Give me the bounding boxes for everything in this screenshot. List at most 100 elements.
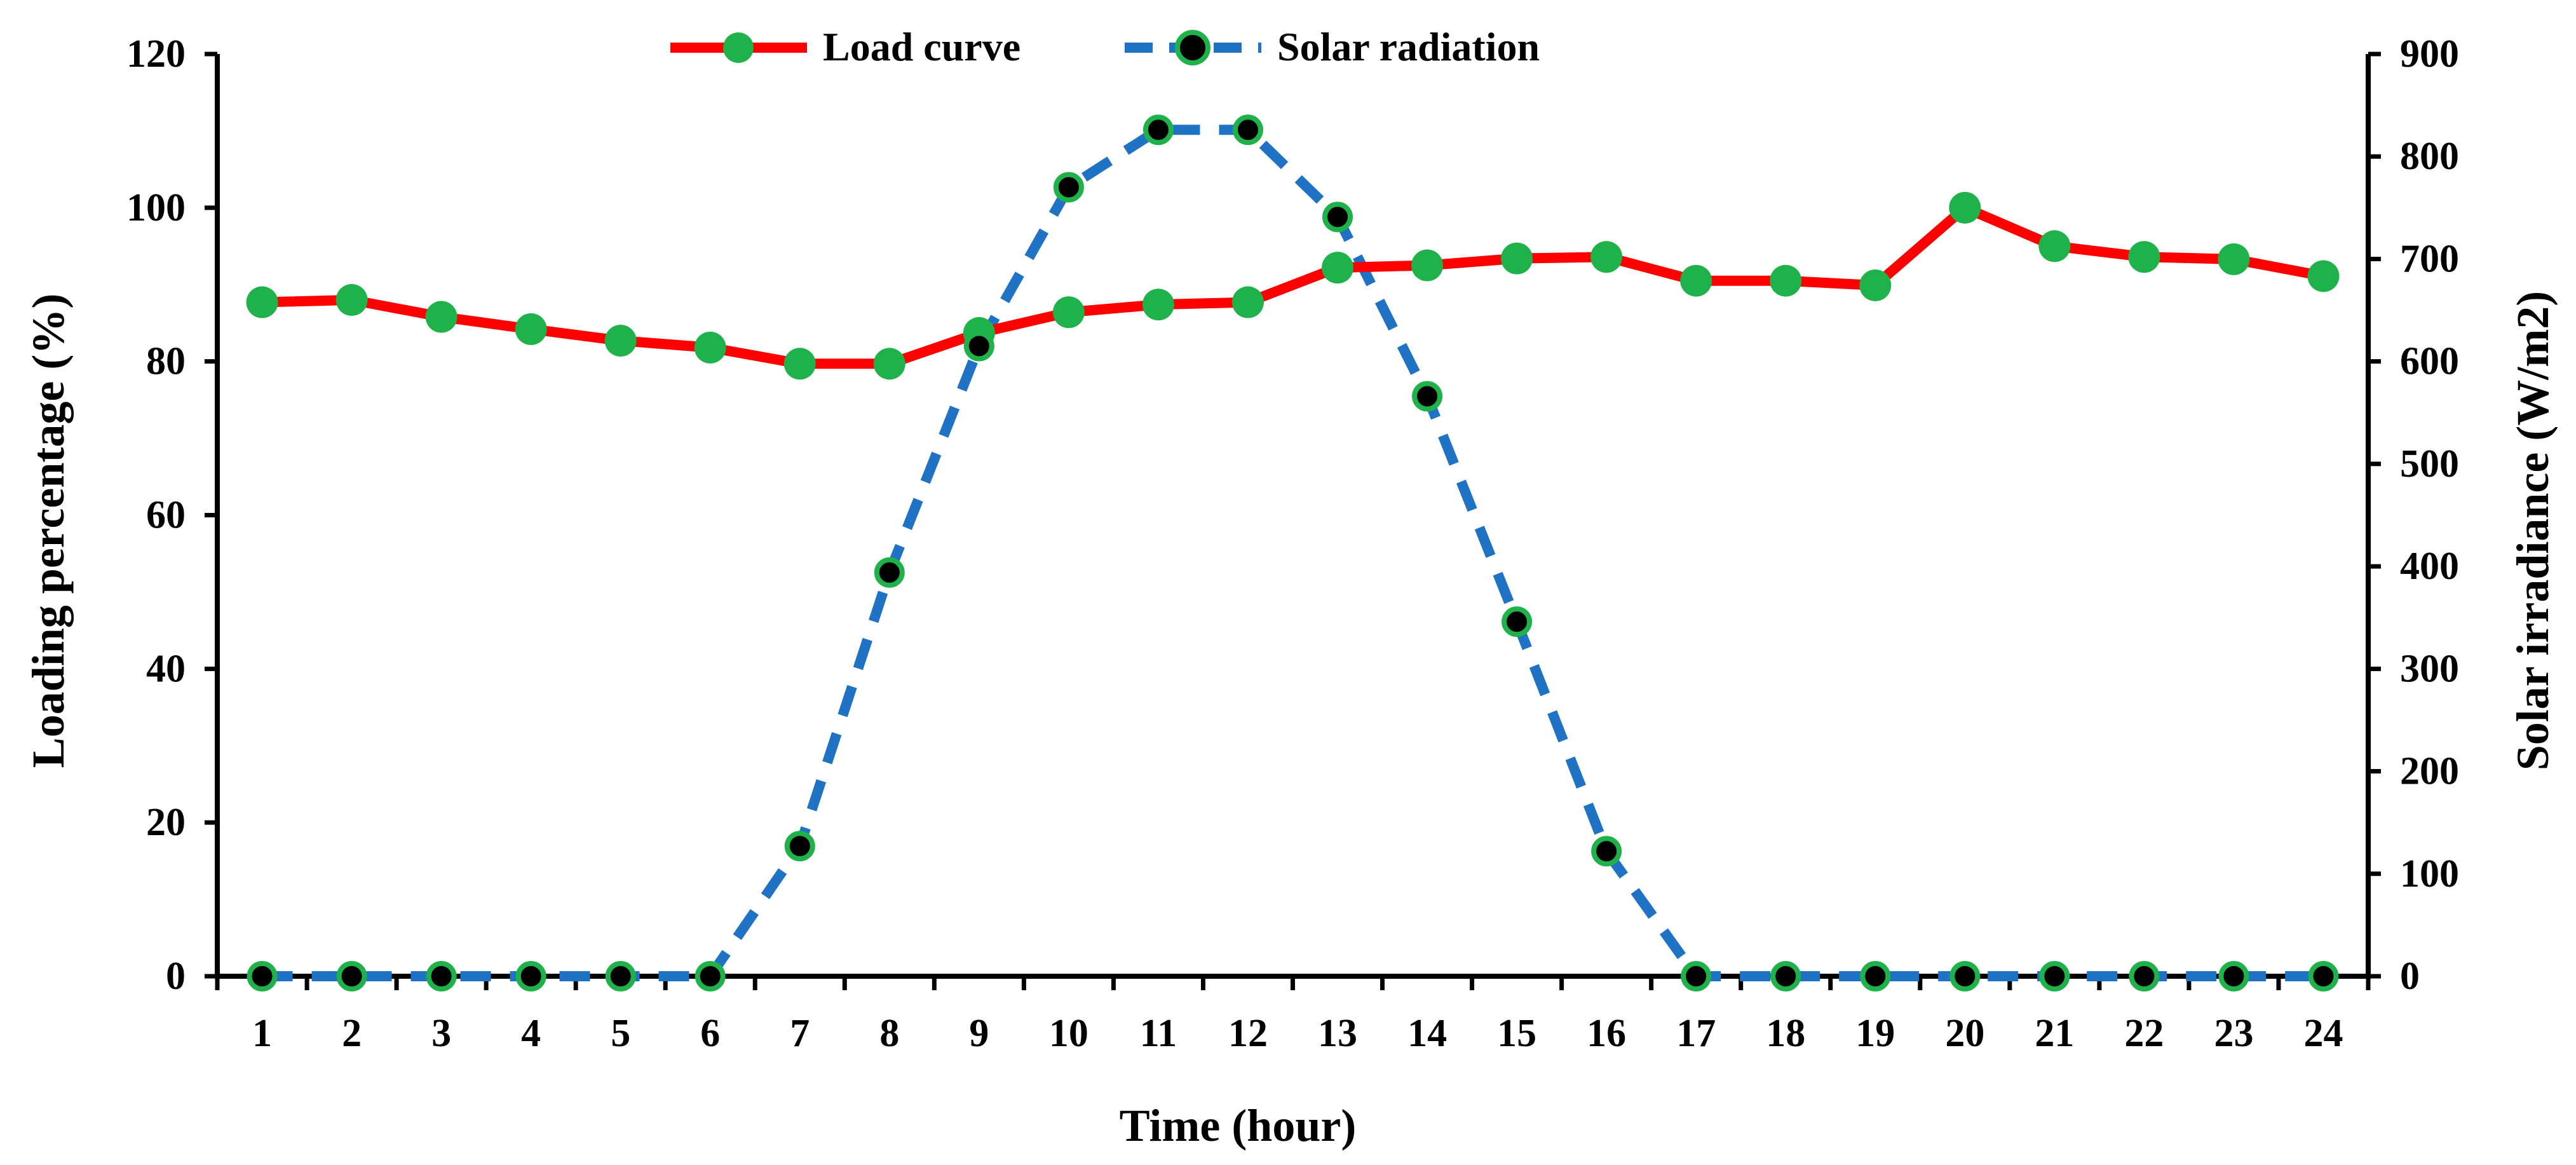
y-left-tick-label: 60 bbox=[146, 494, 186, 537]
solar-radiation-point bbox=[1681, 961, 1712, 991]
y-left-ticks: 0 20 40 60 80 100 120 bbox=[126, 32, 217, 998]
y-left-tick-label: 120 bbox=[126, 32, 186, 76]
x-tick-label: 6 bbox=[700, 1012, 720, 1055]
solar-radiation-point bbox=[1860, 961, 1891, 991]
y-left-axis-title: Loading percentage (%) bbox=[23, 294, 74, 768]
solar-radiation-point bbox=[2129, 961, 2160, 991]
x-tick-label: 23 bbox=[2214, 1012, 2253, 1055]
y-right-ticks: 0 100 200 300 400 500 600 700 800 900 bbox=[2368, 32, 2459, 998]
series-load-curve bbox=[246, 191, 2340, 380]
solar-radiation-point bbox=[247, 961, 278, 991]
x-tick-label: 8 bbox=[879, 1012, 899, 1055]
load-curve-point bbox=[1859, 269, 1892, 301]
load-curve-point bbox=[1949, 191, 1981, 224]
load-curve-point bbox=[2038, 230, 2071, 262]
x-tick-label: 15 bbox=[1497, 1012, 1536, 1055]
load-curve-point bbox=[246, 286, 278, 318]
solar-radiation-point bbox=[1770, 961, 1801, 991]
y-right-tick-label: 900 bbox=[2400, 32, 2459, 76]
load-curve-point bbox=[2307, 260, 2340, 292]
solar-radiation-line bbox=[262, 125, 2324, 981]
solar-radiation-point bbox=[1412, 381, 1443, 412]
x-tick-label: 22 bbox=[2124, 1012, 2164, 1055]
x-tick-label: 20 bbox=[1945, 1012, 1984, 1055]
y-left-tick-label: 40 bbox=[146, 647, 186, 690]
solar-radiation-point bbox=[1053, 172, 1084, 203]
load-curve-point bbox=[1411, 249, 1444, 282]
y-right-tick-label: 500 bbox=[2400, 442, 2459, 486]
legend-load-label: Load curve bbox=[823, 24, 1020, 69]
load-curve-point bbox=[1590, 241, 1623, 273]
load-curve-point bbox=[425, 301, 458, 333]
x-axis-title: Time (hour) bbox=[1120, 1100, 1357, 1151]
x-tick-label: 10 bbox=[1049, 1012, 1088, 1055]
legend: Load curve Solar radiation bbox=[670, 24, 1540, 69]
load-curve-point bbox=[1322, 252, 1354, 284]
x-tick-label: 5 bbox=[611, 1012, 630, 1055]
y-right-tick-label: 400 bbox=[2400, 545, 2459, 588]
series-solar-radiation bbox=[262, 125, 2324, 981]
legend-load-marker bbox=[723, 32, 754, 63]
x-tick-label: 1 bbox=[252, 1012, 272, 1055]
solar-radiation-points bbox=[247, 114, 2339, 991]
y-left-tick-label: 0 bbox=[166, 955, 186, 998]
x-tick-label: 2 bbox=[342, 1012, 362, 1055]
solar-radiation-point bbox=[784, 831, 815, 862]
x-ticks: 1 2 3 4 5 6 7 8 9 10 11 12 13 14 15 16 17 18 19 20 21 22 23 24 bbox=[215, 976, 2371, 1055]
solar-radiation-point bbox=[336, 961, 367, 991]
solar-radiation-point bbox=[605, 961, 636, 991]
x-tick-label: 9 bbox=[969, 1012, 989, 1055]
x-tick-label: 16 bbox=[1587, 1012, 1626, 1055]
solar-radiation-point bbox=[1232, 114, 1263, 146]
load-curve-point bbox=[1770, 264, 1802, 297]
x-tick-label: 17 bbox=[1676, 1012, 1716, 1055]
y-right-tick-label: 300 bbox=[2400, 647, 2459, 690]
solar-radiation-point bbox=[2308, 961, 2339, 991]
solar-radiation-point bbox=[695, 961, 726, 991]
load-curve-point bbox=[2128, 241, 2160, 273]
load-curve-point bbox=[336, 283, 368, 316]
solar-radiation-point bbox=[2218, 961, 2249, 991]
y-right-tick-label: 0 bbox=[2400, 955, 2420, 998]
solar-radiation-point bbox=[2039, 961, 2070, 991]
y-right-tick-label: 200 bbox=[2400, 750, 2459, 793]
solar-radiation-point bbox=[874, 557, 905, 588]
y-right-tick-label: 100 bbox=[2400, 852, 2459, 896]
solar-radiation-point bbox=[426, 961, 457, 991]
x-tick-label: 21 bbox=[2035, 1012, 2074, 1055]
load-curve-point bbox=[604, 325, 637, 357]
y-right-tick-label: 700 bbox=[2400, 237, 2459, 280]
x-tick-label: 19 bbox=[1855, 1012, 1895, 1055]
solar-radiation-point bbox=[1591, 836, 1622, 867]
x-tick-label: 3 bbox=[431, 1012, 451, 1055]
x-tick-label: 7 bbox=[790, 1012, 810, 1055]
x-tick-label: 18 bbox=[1766, 1012, 1805, 1055]
legend-solar-label: Solar radiation bbox=[1277, 24, 1540, 69]
x-tick-label: 4 bbox=[521, 1012, 541, 1055]
x-tick-label: 13 bbox=[1318, 1012, 1357, 1055]
load-curve-point bbox=[1142, 289, 1174, 321]
solar-radiation-point bbox=[1142, 114, 1174, 146]
load-curve-point bbox=[873, 348, 905, 380]
load-curve-line bbox=[262, 202, 2324, 369]
load-curve-point bbox=[2218, 243, 2250, 275]
y-right-tick-label: 600 bbox=[2400, 340, 2459, 383]
x-tick-label: 14 bbox=[1407, 1012, 1447, 1055]
legend-solar-marker bbox=[1175, 30, 1210, 65]
load-curve-point bbox=[1231, 286, 1264, 318]
y-right-axis-title: Solar irradiance (W/m2) bbox=[2507, 291, 2558, 771]
solar-radiation-point bbox=[1502, 606, 1533, 637]
x-tick-label: 11 bbox=[1140, 1012, 1177, 1055]
y-right-tick-label: 800 bbox=[2400, 135, 2459, 178]
load-curve-point bbox=[1501, 242, 1533, 275]
load-curve-point bbox=[1052, 296, 1085, 329]
load-curve-point bbox=[515, 313, 547, 345]
solar-radiation-point bbox=[1322, 201, 1353, 233]
load-curve-point bbox=[694, 331, 726, 364]
solar-radiation-point bbox=[1949, 961, 1981, 991]
solar-radiation-point bbox=[515, 961, 546, 991]
x-tick-label: 24 bbox=[2303, 1012, 2343, 1055]
solar-radiation-point bbox=[963, 330, 994, 362]
